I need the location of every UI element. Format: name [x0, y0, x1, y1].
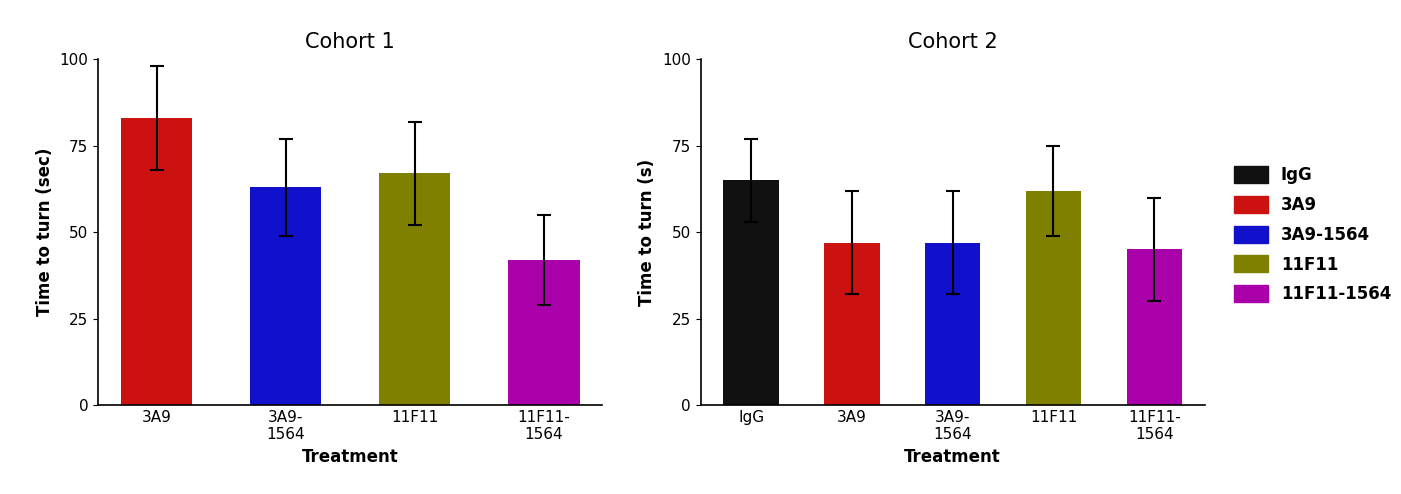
Y-axis label: Time to turn (s): Time to turn (s) [639, 159, 656, 306]
Y-axis label: Time to turn (sec): Time to turn (sec) [36, 148, 53, 316]
Title: Cohort 1: Cohort 1 [305, 32, 395, 52]
Bar [925, 243, 981, 405]
X-axis label: Treatment: Treatment [904, 448, 1002, 466]
Bar [251, 187, 321, 405]
Bar [509, 260, 580, 405]
Bar [723, 180, 779, 405]
Bar [380, 173, 450, 405]
Bar [120, 118, 192, 405]
Legend: IgG, 3A9, 3A9-1564, 11F11, 11F11-1564: IgG, 3A9, 3A9-1564, 11F11, 11F11-1564 [1234, 166, 1391, 303]
Bar [824, 243, 880, 405]
Bar [1026, 191, 1082, 405]
X-axis label: Treatment: Treatment [301, 448, 399, 466]
Bar [1126, 249, 1182, 405]
Title: Cohort 2: Cohort 2 [908, 32, 998, 52]
